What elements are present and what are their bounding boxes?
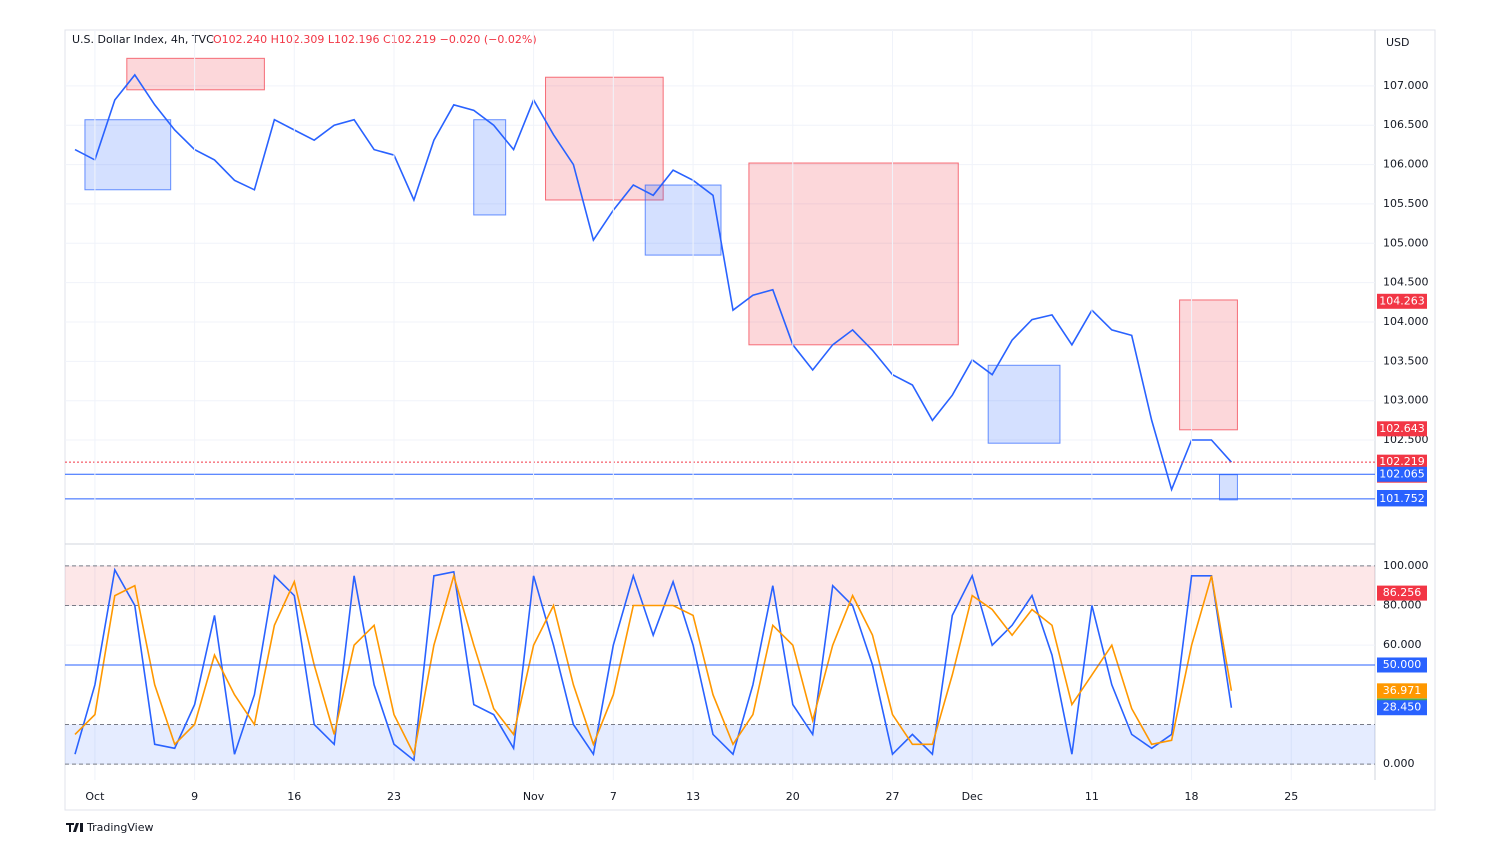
- x-tick-label: 18: [1185, 790, 1199, 803]
- zone: [126, 57, 265, 91]
- price-tag: [1377, 491, 1427, 507]
- x-tick-label: 11: [1085, 790, 1099, 803]
- series-line: [74, 572, 1233, 757]
- zone: [1179, 299, 1238, 431]
- zone: [545, 76, 664, 201]
- x-tick-label: Oct: [85, 790, 105, 803]
- price-tag: [1377, 657, 1427, 673]
- x-tick-label: 27: [885, 790, 899, 803]
- plot: 102.500 103.000 103.500 104.000 104.500 105.0…: [65, 30, 1429, 803]
- y-tick-label: 103.500: [1383, 354, 1429, 367]
- x-tick-label: 16: [287, 790, 301, 803]
- brand: TradingView: [86, 821, 153, 834]
- ohlc: O102.240 H102.309 L102.196 C102.219 −0.0…: [213, 33, 537, 46]
- price-tag: [1377, 585, 1427, 601]
- y-tick-label: 105.000: [1383, 236, 1429, 249]
- band: [65, 565, 1375, 606]
- zone: [644, 184, 722, 256]
- y-tick-label: 106.000: [1383, 158, 1429, 171]
- zone: [1218, 474, 1238, 501]
- band: [65, 724, 1375, 765]
- frame: [64, 29, 1436, 811]
- price-tag: [1377, 683, 1427, 699]
- y-tick-label: 107.000: [1383, 79, 1429, 92]
- symbol-title: U.S. Dollar Index, 4h, TVC: [72, 33, 214, 46]
- x-tick-label: 25: [1284, 790, 1298, 803]
- price-tag: [1377, 293, 1427, 309]
- y-tick-label: 104.500: [1383, 276, 1429, 289]
- price-tag: [1377, 421, 1427, 437]
- y-tick-label: 104.000: [1383, 315, 1429, 328]
- series-line: [74, 73, 1232, 493]
- price-tag-label: 50.000: [1383, 658, 1422, 671]
- zone: [473, 119, 507, 216]
- y-tick-label: 0.000: [1383, 757, 1415, 770]
- x-tick-label: Dec: [962, 790, 983, 803]
- price-tag-label: 36.971: [1383, 684, 1422, 697]
- y-tick-label: 100.000: [1383, 559, 1429, 572]
- price-tag-label: 104.263: [1379, 294, 1425, 307]
- y-tick-label: 102.500: [1383, 433, 1429, 446]
- zone: [987, 364, 1061, 444]
- x-tick-label: 13: [686, 790, 700, 803]
- zone: [84, 119, 172, 191]
- y-tick-label: 103.000: [1383, 394, 1429, 407]
- price-tag-label: 28.450: [1383, 701, 1422, 714]
- x-tick-label: Nov: [523, 790, 545, 803]
- price-tag-label: 102.643: [1379, 422, 1425, 435]
- price-tag: [1377, 700, 1427, 716]
- price-tag-label: 101.752: [1379, 492, 1425, 505]
- y-tick-label: 60.000: [1383, 638, 1422, 651]
- price-tag-label: 102.065: [1379, 467, 1425, 480]
- y-tick-label: 105.500: [1383, 197, 1429, 210]
- zone: [748, 162, 959, 346]
- x-tick-label: 9: [191, 790, 198, 803]
- x-tick-label: 23: [387, 790, 401, 803]
- x-tick-label: 7: [610, 790, 617, 803]
- price-tag-label: 86.256: [1383, 586, 1422, 599]
- brand-logo: [66, 823, 83, 832]
- y-tick-label: 80.000: [1383, 599, 1422, 612]
- y-tick-label: 106.500: [1383, 118, 1429, 131]
- price-tag: [1377, 466, 1427, 482]
- currency: USD: [1386, 36, 1410, 49]
- price-tag-label: 102.219: [1379, 455, 1425, 468]
- x-tick-label: 20: [786, 790, 800, 803]
